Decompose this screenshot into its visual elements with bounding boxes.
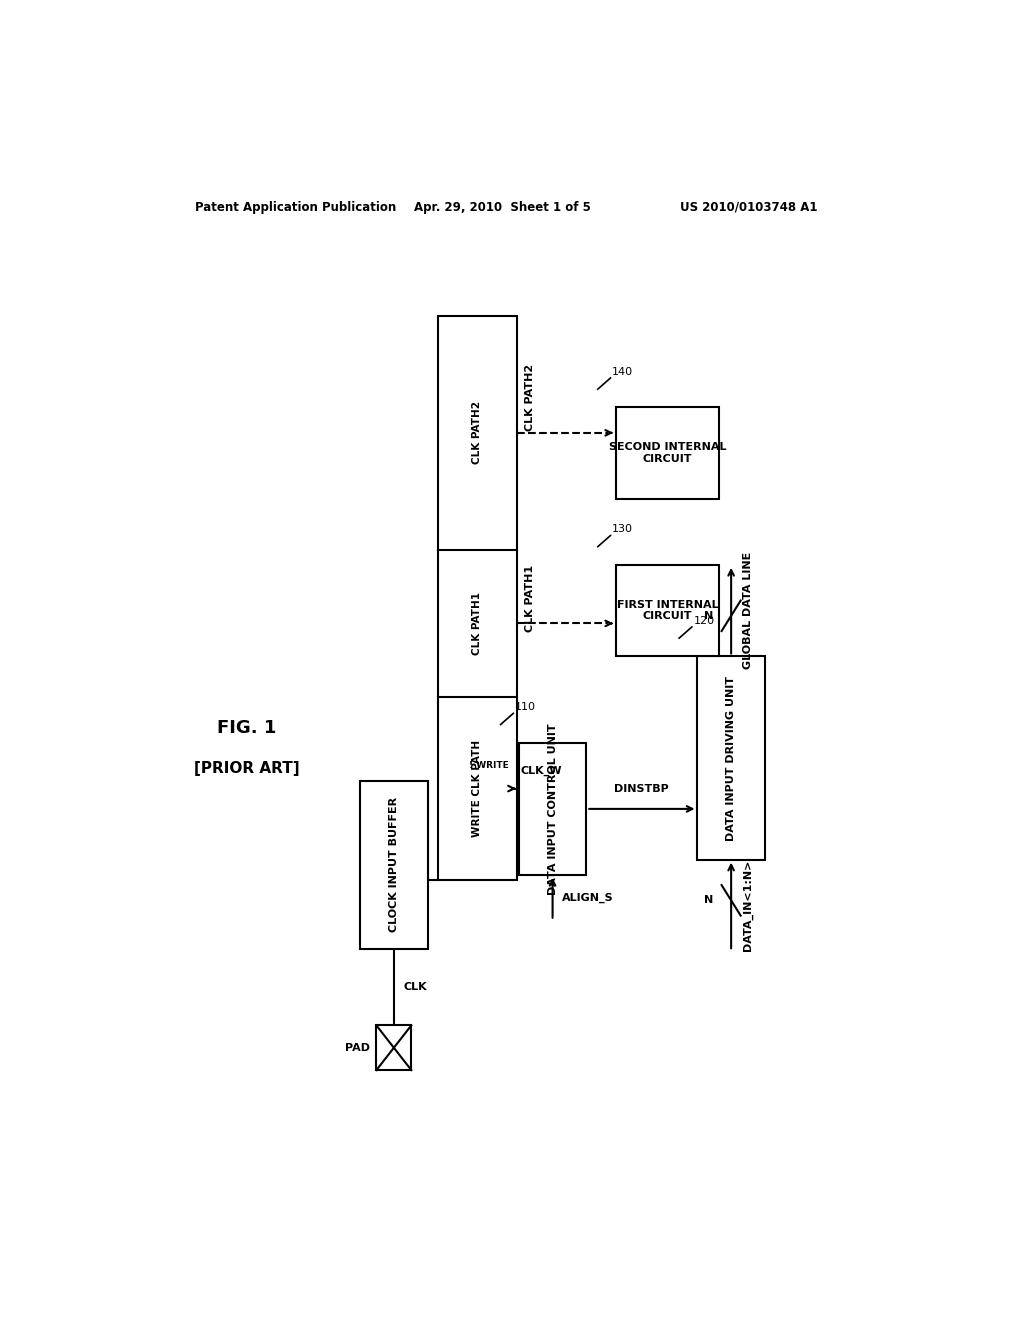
- Text: 130: 130: [612, 524, 633, 535]
- Bar: [360, 781, 428, 949]
- Text: DATA INPUT CONTROL UNIT: DATA INPUT CONTROL UNIT: [548, 723, 558, 895]
- Text: US 2010/0103748 A1: US 2010/0103748 A1: [680, 201, 817, 214]
- Bar: [616, 565, 719, 656]
- Bar: [437, 315, 517, 880]
- Text: CLOCK INPUT BUFFER: CLOCK INPUT BUFFER: [389, 797, 399, 932]
- Text: CLK PATH1: CLK PATH1: [472, 591, 482, 655]
- Text: Apr. 29, 2010  Sheet 1 of 5: Apr. 29, 2010 Sheet 1 of 5: [414, 201, 591, 214]
- Text: ALIGN_S: ALIGN_S: [562, 892, 613, 903]
- Text: Patent Application Publication: Patent Application Publication: [196, 201, 396, 214]
- Text: PAD: PAD: [345, 1043, 370, 1053]
- Text: CLK PATH1: CLK PATH1: [524, 565, 535, 631]
- Text: CLK_W: CLK_W: [521, 766, 562, 776]
- Text: DATA_IN<1:N>: DATA_IN<1:N>: [743, 859, 754, 952]
- Text: FIG. 1: FIG. 1: [217, 718, 276, 737]
- Text: FIRST INTERNAL
CIRCUIT: FIRST INTERNAL CIRCUIT: [616, 599, 719, 622]
- Text: DINSTBP: DINSTBP: [614, 784, 670, 793]
- Text: ! WRITE: ! WRITE: [469, 762, 509, 771]
- Bar: [616, 408, 719, 499]
- Bar: [697, 656, 765, 859]
- Text: 110: 110: [515, 702, 536, 713]
- Text: SECOND INTERNAL
CIRCUIT: SECOND INTERNAL CIRCUIT: [609, 442, 726, 463]
- Bar: [377, 1026, 412, 1071]
- Text: CLK: CLK: [403, 982, 427, 993]
- Text: 120: 120: [693, 616, 715, 626]
- Text: N: N: [705, 895, 714, 906]
- Bar: [519, 743, 587, 875]
- Text: GLOBAL DATA LINE: GLOBAL DATA LINE: [743, 552, 753, 669]
- Text: 140: 140: [612, 367, 633, 378]
- Text: CLK PATH2: CLK PATH2: [524, 364, 535, 430]
- Text: [PRIOR ART]: [PRIOR ART]: [195, 760, 300, 776]
- Text: CLK PATH2: CLK PATH2: [472, 401, 482, 465]
- Text: N: N: [705, 611, 714, 620]
- Text: WRITE CLK PATH: WRITE CLK PATH: [472, 741, 482, 837]
- Text: DATA INPUT DRIVING UNIT: DATA INPUT DRIVING UNIT: [726, 676, 736, 841]
